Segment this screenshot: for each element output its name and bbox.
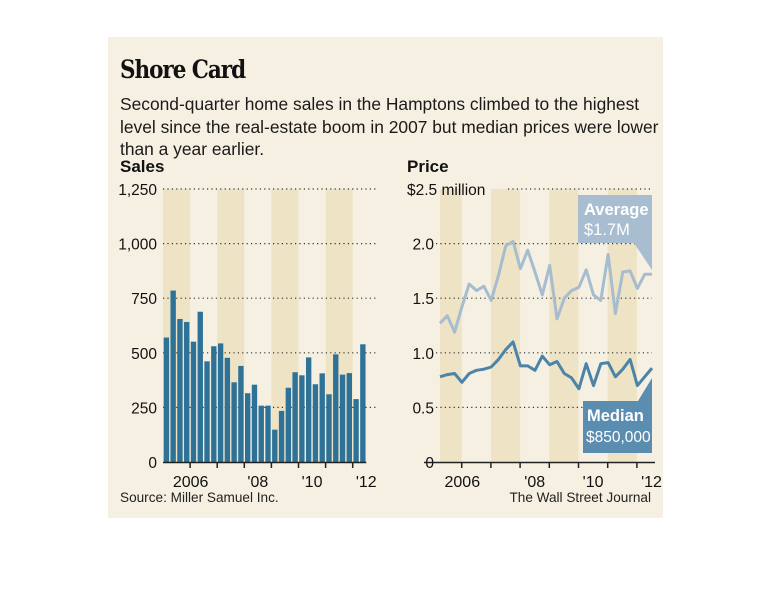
sales-bar [190, 341, 197, 462]
sales-bar [305, 357, 312, 462]
sales-bar [258, 405, 264, 462]
sales-bar [299, 375, 305, 462]
y-tick-label: 1,000 [118, 237, 157, 254]
x-tick-label: 2006 [173, 474, 209, 491]
sales-bar [170, 290, 176, 462]
y-tick-label: 1.5 [412, 291, 434, 308]
chart-title: Shore Card [120, 55, 246, 84]
sales-bar [272, 429, 278, 462]
y-tick-label: 0 [148, 455, 157, 472]
sales-bar [184, 322, 190, 462]
sales-bar [360, 344, 366, 462]
x-tick-label: '10 [583, 474, 604, 491]
average-line [438, 239, 652, 334]
sales-bar [319, 373, 325, 462]
sales-bar [238, 365, 244, 462]
chart-subtitle: Second-quarter home sales in the Hampton… [120, 94, 659, 159]
y-tick-label: 0.5 [412, 400, 434, 417]
sales-bar [353, 399, 359, 462]
sales-bar [339, 374, 346, 462]
sales-bar [163, 337, 170, 462]
source-note: Source: Miller Samuel Inc. [120, 490, 279, 505]
year-band [490, 189, 521, 462]
year-band [549, 189, 579, 462]
y-tick-label: 1.0 [412, 346, 434, 363]
y-tick-label: 500 [131, 346, 157, 363]
sales-bar [251, 384, 258, 462]
average-callout-value: $1.7M [584, 221, 630, 239]
y-tick-label: 2.0 [412, 237, 434, 254]
sales-bar [224, 357, 231, 462]
x-tick-label: '08 [247, 474, 268, 491]
price-chart: 0 0.5 1.0 1.5 2.0 $2.5 million 2006 '08 '10 '12 Av… [407, 182, 662, 491]
median-line [439, 340, 654, 391]
sales-bar [197, 311, 203, 462]
chart-card: Shore Card Second-quarter home sales in … [108, 37, 663, 518]
sales-bar [204, 361, 210, 462]
sales-bar [177, 318, 183, 462]
sales-bar [211, 346, 217, 462]
x-tick-label: 2006 [445, 474, 481, 491]
sales-chart: 0 250 500 750 1,000 1,250 2006 '08 '10 '12 [118, 182, 378, 491]
sales-bar [292, 372, 298, 462]
sales-bar [333, 354, 339, 462]
credit-note: The Wall Street Journal [509, 490, 651, 505]
sales-bar [326, 394, 332, 462]
sales-bar [278, 410, 285, 462]
average-callout-label: Average [584, 201, 649, 219]
median-callout-label: Median [587, 407, 644, 425]
sales-bar [231, 382, 237, 462]
sales-panel-title: Sales [120, 157, 165, 176]
average-callout-box [578, 195, 652, 270]
sales-bar [346, 373, 352, 462]
y-tick-label: 0 [425, 455, 434, 472]
x-tick-label: '12 [641, 474, 662, 491]
y-tick-label: $2.5 million [407, 182, 485, 199]
sales-bar [265, 405, 271, 462]
y-tick-label: 1,250 [118, 182, 157, 199]
median-callout-value: $850,000 [586, 429, 651, 446]
median-callout-box [583, 378, 652, 453]
x-tick-label: '10 [302, 474, 323, 491]
price-panel-title: Price [407, 157, 449, 176]
sales-bar [312, 384, 319, 462]
y-tick-label: 250 [131, 400, 157, 417]
sales-bar [217, 343, 224, 462]
sales-bar [245, 393, 251, 462]
y-tick-label: 750 [131, 291, 157, 308]
x-tick-label: '12 [356, 474, 377, 491]
x-tick-label: '08 [524, 474, 545, 491]
sales-bar [285, 387, 292, 462]
